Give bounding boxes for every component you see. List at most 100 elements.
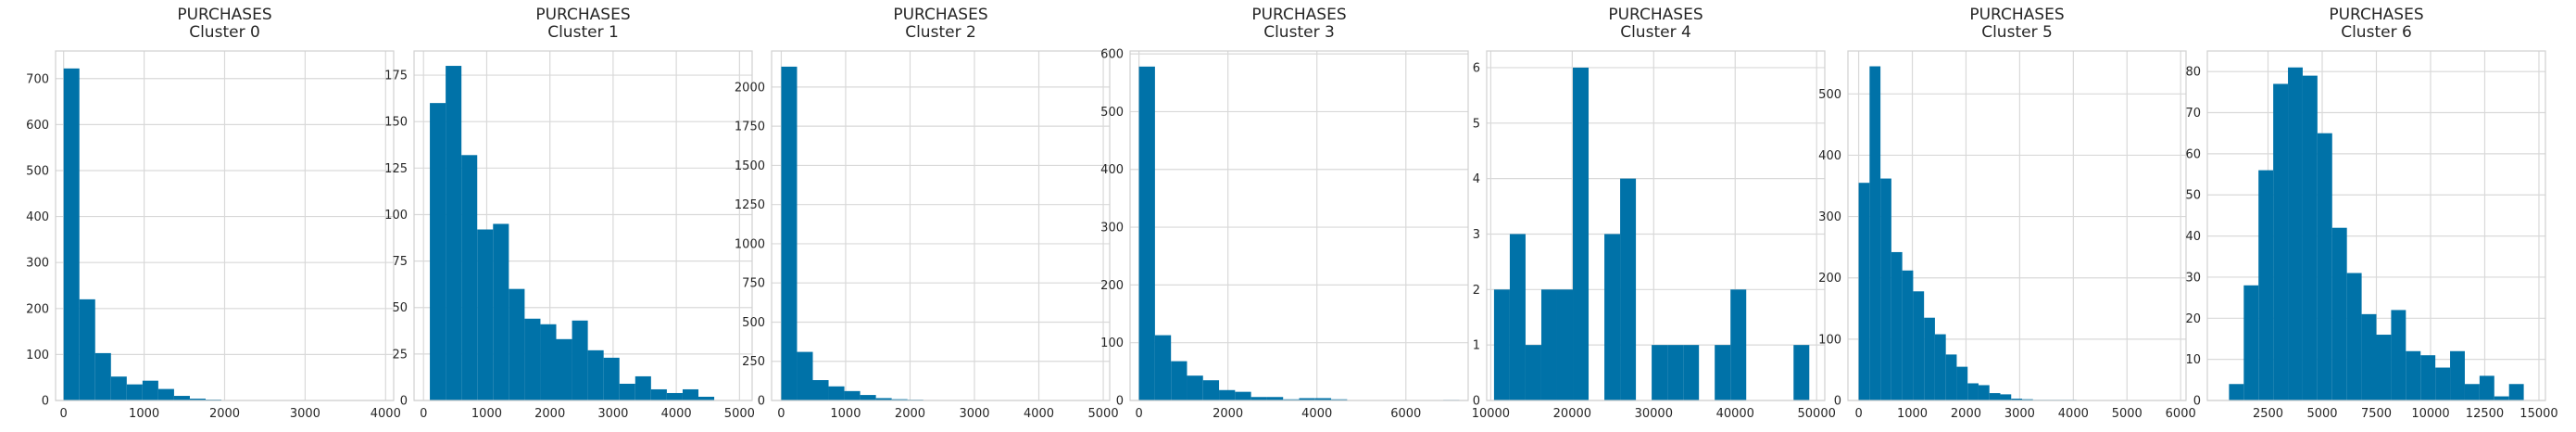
histogram-bar [812, 380, 829, 400]
histogram-bar [1934, 334, 1946, 400]
histogram-bar [1880, 178, 1891, 400]
y-tick-label: 500 [742, 316, 765, 330]
y-tick-label: 500 [26, 164, 49, 178]
histogram-bar [587, 349, 604, 400]
x-tick-label: 30000 [1635, 407, 1673, 421]
histogram-bar [1219, 389, 1236, 400]
x-tick-label: 1000 [830, 407, 861, 421]
x-tick-label: 4000 [661, 407, 692, 421]
histogram-bar [1540, 289, 1557, 400]
x-tick-label: 0 [60, 407, 68, 421]
histogram-bar [1573, 67, 1590, 400]
chart-subtitle: Cluster 2 [905, 23, 976, 42]
histogram-bar [110, 376, 127, 400]
histogram-bar [446, 66, 462, 401]
histogram-bar [2464, 384, 2480, 400]
histogram-bar [781, 66, 798, 401]
histogram-bar [1250, 397, 1267, 400]
x-tick-label: 2000 [1951, 407, 1981, 421]
histogram-bar [1556, 289, 1574, 400]
histogram-bar [1509, 234, 1526, 400]
y-tick-label: 0 [758, 395, 765, 409]
x-tick-label: 2000 [209, 407, 240, 421]
histogram-bar [1604, 234, 1621, 400]
y-tick-label: 0 [1834, 395, 1841, 409]
plot-frame [2206, 50, 2546, 401]
x-tick-label: 5000 [2112, 407, 2142, 421]
cluster-1-histogram: 0 25 50 75 100 125 150 175 0 1000 2000 3000 4000 5000… [384, 6, 755, 421]
x-tick-label: 2000 [1213, 407, 1243, 421]
x-tick-label: 0 [777, 407, 785, 421]
x-tick-label: 1000 [1897, 407, 1928, 421]
y-tick-label: 400 [1100, 163, 1124, 177]
cluster-2-histogram: 0 250 500 750 1000 1250 1500 1750 2000 0 1000 2000 3… [735, 6, 1119, 421]
chart-title: PURCHASES [1251, 6, 1346, 24]
histogram-bar [1891, 251, 1903, 400]
histogram-bar [2494, 396, 2509, 400]
x-tick-label: 20000 [1553, 407, 1591, 421]
x-tick-label: 3000 [290, 407, 320, 421]
y-tick-label: 20 [2185, 312, 2201, 326]
histogram-bar [1667, 345, 1684, 400]
y-tick-label: 200 [1818, 272, 1841, 286]
histogram-bar [2243, 285, 2259, 400]
y-tick-label: 25 [392, 348, 408, 362]
x-tick-label: 4000 [371, 407, 401, 421]
y-tick-label: 700 [26, 72, 49, 86]
x-tick-label: 1000 [129, 407, 159, 421]
chart-subtitle: Cluster 4 [1620, 23, 1691, 42]
histogram-bar [79, 299, 95, 400]
y-tick-label: 0 [2193, 395, 2201, 409]
y-tick-label: 50 [2185, 189, 2201, 203]
histogram-bar [2000, 394, 2012, 400]
histogram-bar [2229, 384, 2244, 400]
histogram-bar [1525, 345, 1541, 400]
histogram-bar [2011, 399, 2023, 400]
y-tick-label: 100 [26, 349, 49, 362]
chart-subtitle: Cluster 5 [1981, 23, 2053, 42]
histogram-bar [2391, 310, 2406, 400]
y-tick-label: 600 [1100, 48, 1124, 62]
y-tick-label: 600 [26, 119, 49, 133]
histogram-bar [477, 229, 494, 400]
y-tick-label: 0 [1473, 395, 1480, 409]
y-tick-label: 60 [2185, 147, 2201, 161]
histogram-bar [698, 396, 715, 400]
plot-frame [1486, 50, 1826, 401]
histogram-bar [2435, 367, 2451, 400]
histogram-bar [189, 399, 206, 400]
cluster-6-histogram: 0 10 20 30 40 50 60 70 80 2500 5000 7500 10000 12500 1… [2185, 6, 2557, 421]
histogram-bar [2376, 335, 2392, 400]
histogram-bar [603, 357, 620, 400]
histogram-bar [619, 383, 635, 400]
y-tick-label: 80 [2185, 66, 2201, 80]
x-tick-label: 4000 [1024, 407, 1054, 421]
x-tick-label: 5000 [1088, 407, 1119, 421]
chart-title: PURCHASES [177, 6, 271, 24]
cluster-0-histogram: 0 100 200 300 400 500 600 700 0 1000 2000 3000 4000 P… [26, 6, 401, 421]
histogram-bar [2331, 227, 2347, 400]
y-tick-label: 10 [2185, 353, 2201, 367]
histogram-bar [142, 380, 158, 400]
x-tick-label: 5000 [724, 407, 755, 421]
histogram-bar [1978, 385, 1990, 400]
y-tick-label: 500 [1100, 106, 1124, 120]
x-tick-label: 6000 [2166, 407, 2196, 421]
x-tick-label: 50000 [1798, 407, 1836, 421]
x-tick-label: 2500 [2253, 407, 2283, 421]
histogram-bar [461, 155, 478, 401]
chart-subtitle: Cluster 6 [2341, 23, 2412, 42]
histogram-bar [1956, 366, 1968, 400]
y-tick-label: 70 [2185, 107, 2201, 121]
plot-frame [771, 50, 1111, 401]
histogram-bar [1730, 289, 1747, 400]
histogram-bar [1620, 178, 1637, 400]
x-tick-label: 3000 [2004, 407, 2035, 421]
histogram-bar [828, 386, 845, 400]
plot-frame [1129, 50, 1469, 401]
x-tick-label: 0 [420, 407, 427, 421]
x-tick-label: 5000 [2306, 407, 2337, 421]
histogram-bar [2420, 355, 2436, 400]
plot-frame [1847, 50, 2187, 401]
